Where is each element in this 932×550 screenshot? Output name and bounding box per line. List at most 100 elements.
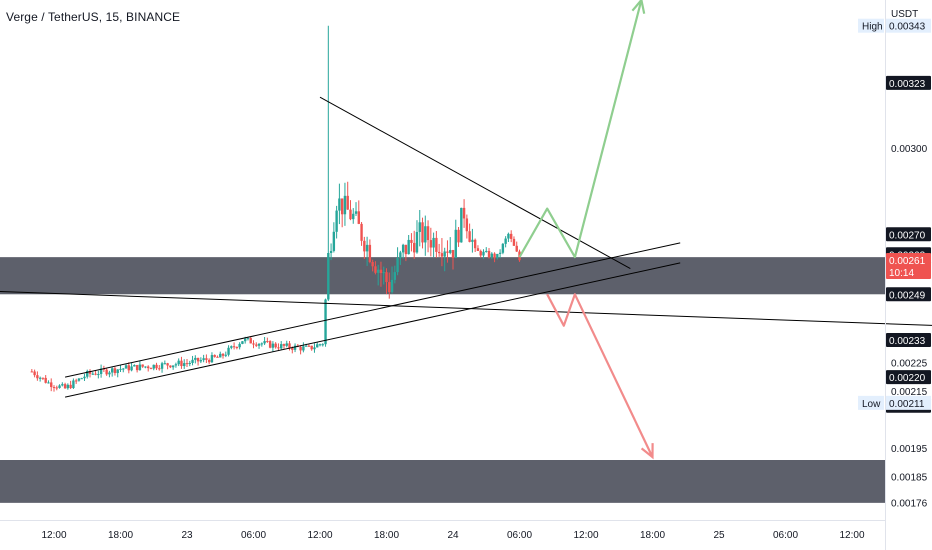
time-tick-label: 06:00 — [507, 530, 532, 541]
candle-body — [515, 245, 518, 252]
candle — [460, 207, 463, 243]
candle-body — [66, 384, 70, 389]
candle — [33, 369, 36, 378]
candle-body — [318, 344, 322, 346]
candle — [365, 236, 369, 266]
candle — [462, 199, 466, 228]
current-price-badge-bg — [886, 253, 931, 279]
candle-body — [487, 250, 491, 258]
candle-body — [291, 348, 294, 350]
candle-body — [468, 231, 471, 242]
candle-body — [293, 345, 297, 350]
candle-body — [138, 364, 142, 371]
candle-body — [496, 253, 499, 259]
bearish-projection-arrow-head[interactable] — [640, 443, 654, 460]
bullish-projection-arrow[interactable] — [518, 0, 643, 259]
candle-body — [327, 253, 330, 300]
candle — [124, 364, 128, 369]
candle — [293, 343, 297, 353]
candle — [36, 371, 39, 381]
candle-body — [385, 272, 388, 283]
candle-body — [238, 343, 241, 348]
candle — [512, 236, 516, 246]
candle — [152, 364, 155, 371]
candle-body — [274, 343, 277, 348]
candle-body — [83, 376, 86, 379]
candle — [277, 343, 280, 352]
candle — [188, 360, 191, 367]
candle-body — [149, 368, 153, 370]
candle-body — [329, 250, 333, 254]
candle — [285, 340, 288, 348]
bearish-projection-arrow[interactable] — [546, 293, 654, 458]
symbol-title[interactable]: Verge / TetherUS, 15, BINANCE — [6, 10, 181, 24]
candle-body — [493, 253, 496, 259]
price-badge-text: 0.00249 — [889, 290, 926, 301]
candle-body — [465, 218, 469, 232]
candle — [479, 249, 482, 258]
candle — [404, 244, 408, 262]
low-marker-tag-bg — [858, 395, 884, 410]
trend-line-1[interactable] — [64, 242, 681, 378]
candle-body — [255, 344, 258, 346]
high-marker-value: 0.00343 — [889, 22, 926, 33]
candle — [457, 226, 460, 247]
candle-body — [188, 362, 191, 364]
price-scale[interactable] — [885, 0, 932, 550]
candle-body — [191, 359, 194, 363]
candle-body — [144, 366, 147, 368]
candle-body — [249, 338, 252, 344]
candle-body — [374, 266, 377, 273]
candle — [335, 205, 338, 239]
candle-body — [460, 207, 463, 243]
candle-body — [476, 248, 480, 251]
candle-body — [108, 372, 111, 375]
trend-line-3[interactable] — [0, 290, 932, 326]
candle-body — [169, 365, 172, 368]
trend-lines[interactable] — [0, 96, 932, 398]
candle — [141, 364, 144, 368]
candle — [360, 222, 363, 246]
candle-body — [77, 378, 81, 381]
candle — [327, 25, 330, 301]
bullish-projection-arrow-head[interactable] — [631, 0, 646, 14]
candle — [432, 232, 435, 258]
candle — [507, 232, 510, 243]
candle-body — [282, 344, 286, 346]
candle — [99, 364, 103, 378]
candle — [147, 365, 150, 372]
candle — [255, 342, 258, 347]
price-badge: 0.00270 — [886, 227, 931, 242]
candle-body — [365, 244, 369, 252]
candle-body — [183, 363, 186, 367]
candle — [72, 378, 75, 390]
candle — [58, 384, 61, 389]
candle — [263, 336, 266, 346]
candle — [144, 366, 147, 369]
candle-body — [454, 229, 457, 258]
candle — [86, 369, 89, 379]
candle — [249, 336, 252, 344]
projection-arrows[interactable] — [518, 0, 654, 460]
candle-body — [363, 240, 366, 252]
candle — [374, 261, 377, 275]
candle-body — [61, 384, 64, 386]
candle-body — [343, 195, 347, 215]
time-axis-border — [0, 520, 885, 521]
candle-body — [171, 365, 175, 368]
candle — [202, 354, 205, 363]
candle-body — [338, 198, 341, 211]
candle — [440, 238, 444, 267]
candle-body — [122, 368, 125, 370]
candle — [443, 247, 446, 272]
candle — [91, 371, 94, 375]
candle-body — [94, 373, 97, 375]
candle — [487, 248, 491, 259]
trend-line-2[interactable] — [64, 262, 681, 398]
price-tick-label: 0.00195 — [891, 444, 928, 455]
candle — [69, 380, 72, 390]
high-marker-value-bg — [886, 18, 931, 33]
candle — [196, 357, 200, 366]
